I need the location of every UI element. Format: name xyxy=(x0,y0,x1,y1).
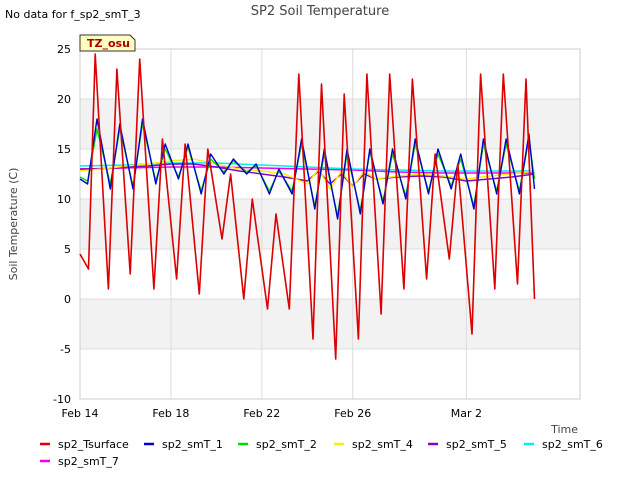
legend: sp2_Tsurface sp2_smT_1 sp2_smT_2 sp2_smT_4 s… xyxy=(40,438,603,468)
series-line-sp2-smT-1 xyxy=(79,118,536,220)
tz-tag-box xyxy=(79,34,136,52)
series-lines xyxy=(79,53,536,360)
x-tick-label: Feb 18 xyxy=(152,407,189,420)
y-tick-label: 10 xyxy=(57,193,71,206)
background-band xyxy=(80,299,580,349)
x-axis-ticks: Feb 14 Feb 18 Feb 22 Feb 26 Mar 2 xyxy=(62,407,482,420)
legend-label: sp2_smT_4 xyxy=(352,438,413,451)
y-axis-ticks: -10 -5 0 5 10 15 20 25 xyxy=(53,43,71,406)
legend-label: sp2_smT_7 xyxy=(58,455,119,468)
background-bands xyxy=(80,99,580,349)
x-tick-label: Feb 26 xyxy=(334,407,371,420)
x-axis-label: Time xyxy=(550,423,578,436)
no-data-note: No data for f_sp2_smT_3 xyxy=(5,8,141,21)
y-tick-label: -10 xyxy=(53,393,71,406)
y-axis-label: Soil Temperature (C) xyxy=(7,168,20,281)
y-tick-label: -5 xyxy=(60,343,71,356)
y-tick-label: 25 xyxy=(57,43,71,56)
plot-frame xyxy=(79,48,581,400)
legend-label: sp2_smT_2 xyxy=(256,438,317,451)
legend-label: sp2_smT_1 xyxy=(162,438,223,451)
x-tick-label: Mar 2 xyxy=(451,407,482,420)
tz-tag-label: TZ_osu xyxy=(87,37,130,50)
y-tick-label: 5 xyxy=(64,243,71,256)
tz-tag: TZ_osu xyxy=(79,34,136,52)
legend-label: sp2_smT_6 xyxy=(542,438,603,451)
legend-label: sp2_Tsurface xyxy=(58,438,129,451)
legend-label: sp2_smT_5 xyxy=(446,438,507,451)
y-tick-label: 15 xyxy=(57,143,71,156)
chart-title: SP2 Soil Temperature xyxy=(251,4,389,19)
y-tick-label: 20 xyxy=(57,93,71,106)
x-tick-label: Feb 14 xyxy=(62,407,99,420)
series-line-sp2-Tsurface xyxy=(79,53,536,360)
y-tick-label: 0 xyxy=(64,293,71,306)
x-tick-label: Feb 22 xyxy=(243,407,280,420)
